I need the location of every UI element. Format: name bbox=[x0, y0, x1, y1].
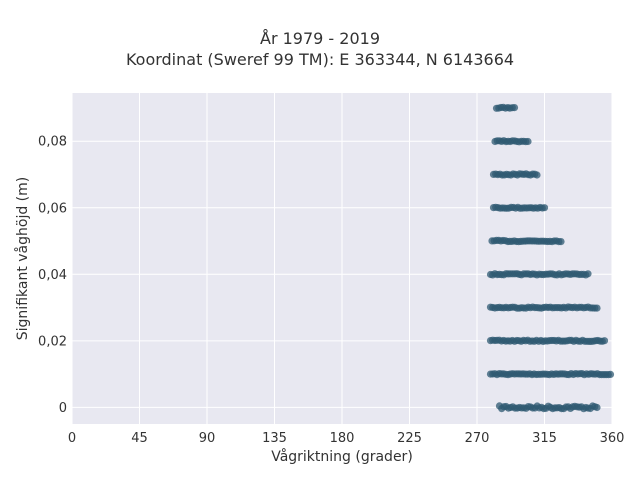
chart-title-line-2: Koordinat (Sweref 99 TM): E 363344, N 61… bbox=[125, 50, 515, 69]
data-point bbox=[533, 171, 541, 179]
data-point bbox=[593, 304, 601, 312]
y-tick-label: 0,04 bbox=[38, 268, 67, 283]
data-point bbox=[606, 370, 615, 378]
data-point bbox=[540, 204, 549, 212]
x-tick-label: 360 bbox=[600, 431, 625, 446]
x-tick-label: 180 bbox=[330, 431, 355, 446]
data-point bbox=[584, 270, 592, 278]
x-tick-label: 315 bbox=[532, 431, 557, 446]
data-point bbox=[593, 403, 601, 412]
x-tick-label: 270 bbox=[465, 431, 490, 446]
data-point bbox=[524, 137, 532, 146]
x-axis-label: Vågriktning (grader) bbox=[271, 448, 413, 465]
chart-title-line-1: År 1979 - 2019 bbox=[260, 29, 380, 48]
x-tick-label: 225 bbox=[397, 431, 422, 446]
data-point bbox=[600, 337, 609, 345]
y-tick-label: 0,06 bbox=[38, 201, 67, 216]
y-tick-label: 0,08 bbox=[38, 135, 67, 150]
y-axis-label: Signifikant våghöjd (m) bbox=[14, 177, 31, 340]
x-tick-label: 0 bbox=[68, 431, 76, 446]
x-tick-label: 90 bbox=[199, 431, 216, 446]
x-tick-label: 135 bbox=[262, 431, 287, 446]
y-tick-label: 0,02 bbox=[38, 334, 67, 349]
data-point bbox=[510, 104, 519, 112]
data-point bbox=[557, 238, 565, 246]
x-tick-label: 45 bbox=[131, 431, 148, 446]
y-tick-label: 0 bbox=[59, 401, 67, 416]
